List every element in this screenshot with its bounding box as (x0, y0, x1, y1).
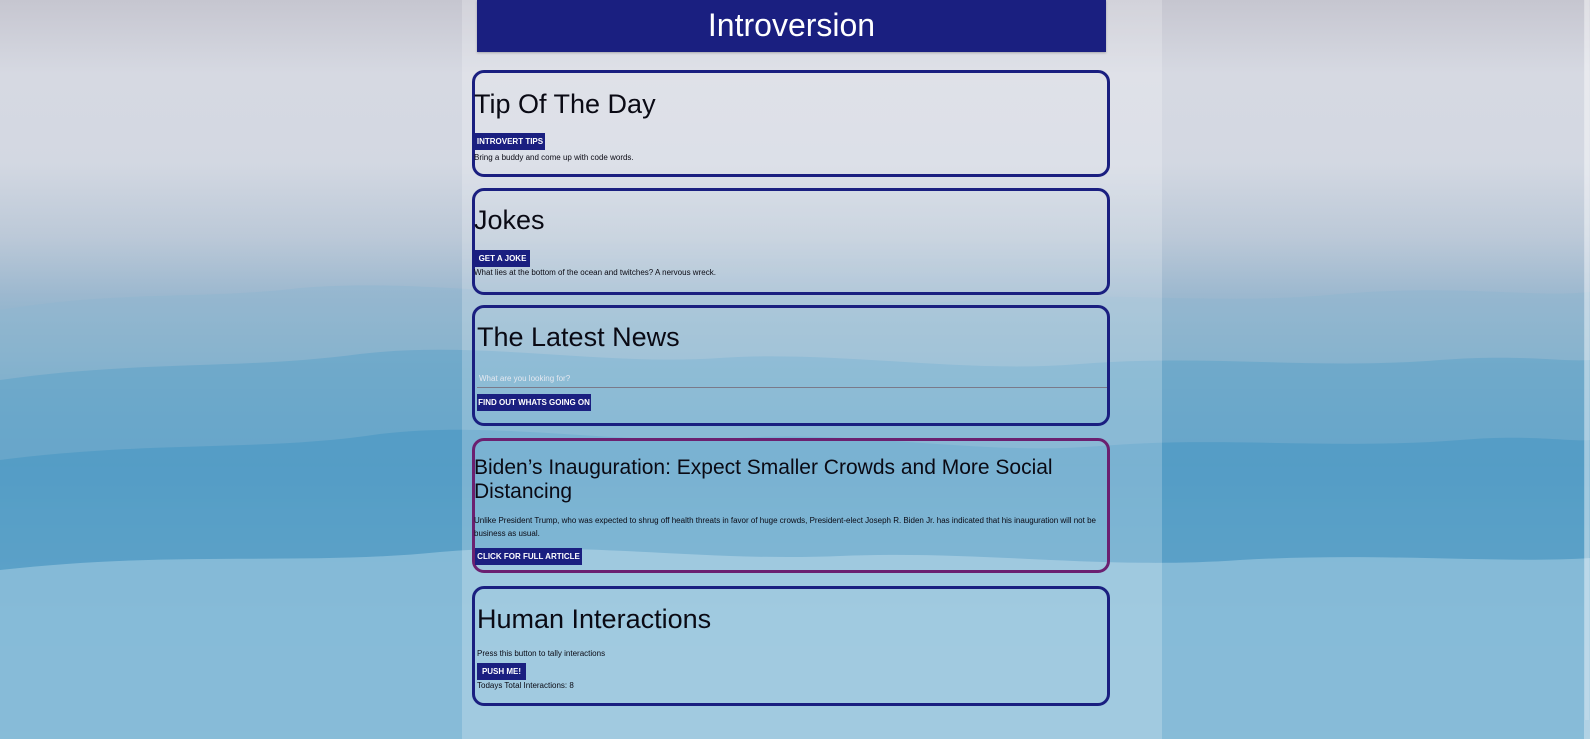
jokes-card: Jokes GET A JOKE What lies at the bottom… (472, 188, 1110, 295)
interactions-total: Todays Total Interactions: 8 (477, 681, 574, 690)
find-news-button[interactable]: FIND OUT WHATS GOING ON (477, 394, 591, 411)
jokes-title: Jokes (474, 205, 545, 235)
center-column-overlay (462, 0, 1162, 739)
push-me-button[interactable]: PUSH ME! (477, 663, 526, 680)
introvert-tips-button[interactable]: INTROVERT TIPS (475, 133, 545, 150)
interactions-card: Human Interactions Press this button to … (472, 586, 1110, 706)
tip-text: Bring a buddy and come up with code word… (474, 153, 634, 162)
article-summary: Unlike President Trump, who was expected… (474, 516, 1096, 538)
get-joke-button[interactable]: GET A JOKE (475, 250, 530, 267)
interactions-title: Human Interactions (477, 604, 712, 634)
scrollbar[interactable] (1584, 0, 1590, 739)
tip-title: Tip Of The Day (474, 89, 656, 119)
article-card: Biden’s Inauguration: Expect Smaller Cro… (472, 438, 1110, 573)
page-title: Introversion (707, 7, 876, 43)
page-header: Introversion (477, 0, 1106, 52)
full-article-button[interactable]: CLICK FOR FULL ARTICLE (475, 548, 582, 565)
scrollbar-thumb[interactable] (1585, 0, 1589, 720)
joke-text: What lies at the bottom of the ocean and… (474, 268, 716, 277)
background-mountains (0, 285, 1590, 739)
interactions-instruction: Press this button to tally interactions (477, 649, 606, 658)
news-card: The Latest News FIND OUT WHATS GOING ON (472, 305, 1110, 426)
article-headline[interactable]: Biden’s Inauguration: Expect Smaller Cro… (474, 456, 1053, 503)
tip-card: Tip Of The Day INTROVERT TIPS Bring a bu… (472, 70, 1110, 177)
news-title: The Latest News (477, 322, 680, 352)
news-search-input[interactable] (477, 370, 1107, 388)
